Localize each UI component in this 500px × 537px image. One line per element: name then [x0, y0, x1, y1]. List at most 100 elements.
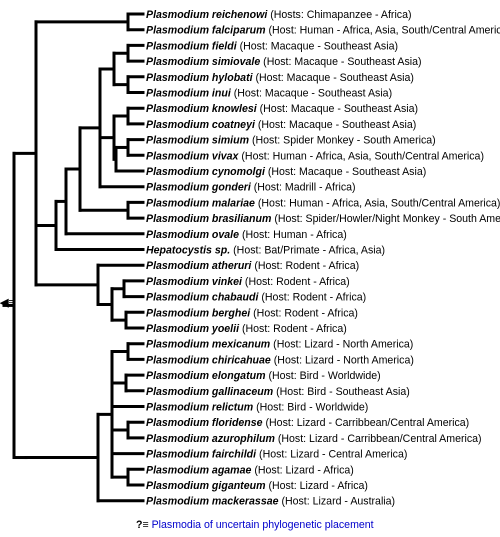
taxon-name: Plasmodium vivax	[146, 150, 240, 162]
taxon-host: (Host: Bird - Southeast Asia)	[273, 386, 410, 398]
taxon-label: Plasmodium berghei (Host: Rodent - Afric…	[146, 307, 358, 319]
uncertain-placement-link[interactable]: Plasmodia of uncertain phylogenetic plac…	[151, 519, 374, 531]
taxon-host: (Host: Lizard - Australia)	[279, 496, 396, 508]
taxon-host: (Hosts: Chimapanzee - Africa)	[267, 9, 411, 21]
taxon-host: (Host: Human - Africa, Asia, South/Centr…	[255, 197, 500, 209]
taxon-host: (Host: Macaque - Southeast Asia)	[231, 88, 392, 100]
taxon-label: Plasmodium agamae (Host: Lizard - Africa…	[146, 464, 354, 476]
taxon-name: Plasmodium gonderi	[146, 182, 252, 194]
taxon-label: Plasmodium simium (Host: Spider Monkey -…	[146, 135, 436, 147]
taxon-name: Plasmodium mackerassae	[146, 496, 279, 508]
taxon-host: (Host: Rodent - Africa)	[239, 323, 347, 335]
taxon-label: Plasmodium vinkei (Host: Rodent - Africa…	[146, 276, 350, 288]
taxon-label: Plasmodium inui (Host: Macaque - Southea…	[146, 88, 392, 100]
taxon-label: Plasmodium vivax (Host: Human - Africa, …	[146, 150, 484, 162]
taxon-label: Plasmodium ovale (Host: Human - Africa)	[146, 229, 347, 241]
taxon-name: Plasmodium ovale	[146, 229, 239, 241]
taxon-host: (Host: Spider/Howler/Night Monkey - Sout…	[271, 213, 500, 225]
taxon-label: Plasmodium chabaudi (Host: Rodent - Afri…	[146, 292, 366, 304]
taxon-label: Plasmodium knowlesi (Host: Macaque - Sou…	[146, 103, 418, 115]
taxon-name: Plasmodium fairchildi	[146, 449, 257, 461]
taxon-host: (Host: Bird - Worldwide)	[253, 402, 368, 414]
taxon-name: Plasmodium chiricahuae	[146, 354, 271, 366]
taxon-name: Plasmodium elongatum	[146, 370, 266, 382]
taxon-name: Plasmodium atheruri	[146, 260, 252, 272]
taxon-name: Plasmodium knowlesi	[146, 103, 258, 115]
taxon-host: (Host: Rodent - Africa)	[242, 276, 350, 288]
taxon-host: (Host: Human - Africa, Asia, South/Centr…	[266, 25, 500, 37]
taxon-name: Plasmodium fieldi	[146, 40, 238, 52]
taxon-name: Plasmodium reichenowi	[146, 9, 268, 21]
taxon-label: Plasmodium atheruri (Host: Rodent - Afri…	[146, 260, 359, 272]
footnote: ?≡ Plasmodia of uncertain phylogenetic p…	[136, 519, 374, 531]
taxon-label: Plasmodium gonderi (Host: Madrill - Afri…	[146, 182, 356, 194]
taxon-name: Plasmodium chabaudi	[146, 292, 259, 304]
taxon-host: (Host: Spider Monkey - South America)	[249, 135, 436, 147]
taxon-name: Hepatocystis sp.	[146, 245, 230, 257]
taxon-label: Plasmodium mackerassae (Host: Lizard - A…	[146, 496, 395, 508]
taxon-label: Plasmodium fieldi (Host: Macaque - South…	[146, 40, 398, 52]
taxon-name: Plasmodium relictum	[146, 402, 253, 414]
taxon-host: (Host: Madrill - Africa)	[251, 182, 356, 194]
taxon-host: (Host: Lizard - Carribbean/Central Ameri…	[263, 417, 470, 429]
taxon-name: Plasmodium simiovale	[146, 56, 260, 68]
taxon-label: Hepatocystis sp. (Host: Bat/Primate - Af…	[146, 245, 385, 257]
taxon-host: (Host: Rodent - Africa)	[258, 292, 366, 304]
taxon-name: Plasmodium coatneyi	[146, 119, 256, 131]
taxon-host: (Host: Lizard - Africa)	[266, 480, 368, 492]
taxon-label: Plasmodium floridense (Host: Lizard - Ca…	[146, 417, 469, 429]
taxon-label: Plasmodium gallinaceum (Host: Bird - Sou…	[146, 386, 410, 398]
taxon-host: (Host: Macaque - Southeast Asia)	[260, 56, 421, 68]
taxon-host: (Host: Macaque - Southeast Asia)	[237, 40, 398, 52]
taxon-labels: Plasmodium reichenowi (Hosts: Chimapanze…	[146, 9, 500, 508]
taxon-name: Plasmodium inui	[146, 88, 232, 100]
taxon-name: Plasmodium hylobati	[146, 72, 254, 84]
taxon-host: (Host: Bat/Primate - Africa, Asia)	[230, 245, 385, 257]
taxon-name: Plasmodium falciparum	[146, 25, 266, 37]
taxon-label: Plasmodium azurophilum (Host: Lizard - C…	[146, 433, 482, 445]
taxon-host: (Host: Lizard - Central America)	[256, 449, 407, 461]
taxon-host: (Host: Lizard - Carribbean/Central Ameri…	[275, 433, 482, 445]
taxon-name: Plasmodium cynomolgi	[146, 166, 266, 178]
taxon-name: Plasmodium mexicanum	[146, 339, 270, 351]
taxon-host: (Host: Lizard - North America)	[270, 339, 413, 351]
taxon-label: Plasmodium giganteum (Host: Lizard - Afr…	[146, 480, 368, 492]
taxon-label: Plasmodium relictum (Host: Bird - Worldw…	[146, 402, 368, 414]
taxon-label: Plasmodium coatneyi (Host: Macaque - Sou…	[146, 119, 416, 131]
taxon-label: Plasmodium elongatum (Host: Bird - World…	[146, 370, 381, 382]
taxon-host: (Host: Rodent - Africa)	[250, 307, 358, 319]
taxon-name: Plasmodium simium	[146, 135, 249, 147]
taxon-label: Plasmodium reichenowi (Hosts: Chimapanze…	[146, 9, 412, 21]
taxon-name: Plasmodium gallinaceum	[146, 386, 273, 398]
taxon-label: Plasmodium fairchildi (Host: Lizard - Ce…	[146, 449, 407, 461]
taxon-host: (Host: Human - Africa, Asia, South/Centr…	[238, 150, 484, 162]
taxon-host: (Host: Macaque - Southeast Asia)	[265, 166, 426, 178]
taxon-host: (Host: Macaque - Southeast Asia)	[253, 72, 414, 84]
taxon-label: Plasmodium mexicanum (Host: Lizard - Nor…	[146, 339, 413, 351]
taxon-name: Plasmodium malariae	[146, 197, 255, 209]
root-arrow-icon: ◀≡	[0, 297, 15, 309]
taxon-host: (Host: Macaque - Southeast Asia)	[257, 103, 418, 115]
taxon-name: Plasmodium agamae	[146, 464, 251, 476]
taxon-host: (Host: Lizard - North America)	[271, 354, 414, 366]
taxon-name: Plasmodium brasilianum	[146, 213, 271, 225]
taxon-name: Plasmodium floridense	[146, 417, 263, 429]
taxon-label: Plasmodium hylobati (Host: Macaque - Sou…	[146, 72, 414, 84]
taxon-name: Plasmodium azurophilum	[146, 433, 275, 445]
taxon-name: Plasmodium giganteum	[146, 480, 266, 492]
taxon-label: Plasmodium malariae (Host: Human - Afric…	[146, 197, 500, 209]
taxon-host: (Host: Human - Africa)	[239, 229, 347, 241]
taxon-host: (Host: Rodent - Africa)	[251, 260, 359, 272]
taxon-label: Plasmodium cynomolgi (Host: Macaque - So…	[146, 166, 426, 178]
tree-branches	[2, 12, 145, 503]
taxon-label: Plasmodium chiricahuae (Host: Lizard - N…	[146, 354, 414, 366]
taxon-host: (Host: Lizard - Africa)	[251, 464, 353, 476]
taxon-label: Plasmodium brasilianum (Host: Spider/How…	[146, 213, 500, 225]
taxon-name: Plasmodium yoelii	[146, 323, 240, 335]
taxon-host: (Host: Macaque - Southeast Asia)	[255, 119, 416, 131]
taxon-name: Plasmodium vinkei	[146, 276, 243, 288]
taxon-label: Plasmodium simiovale (Host: Macaque - So…	[146, 56, 422, 68]
taxon-name: Plasmodium berghei	[146, 307, 251, 319]
taxon-host: (Host: Bird - Worldwide)	[266, 370, 381, 382]
